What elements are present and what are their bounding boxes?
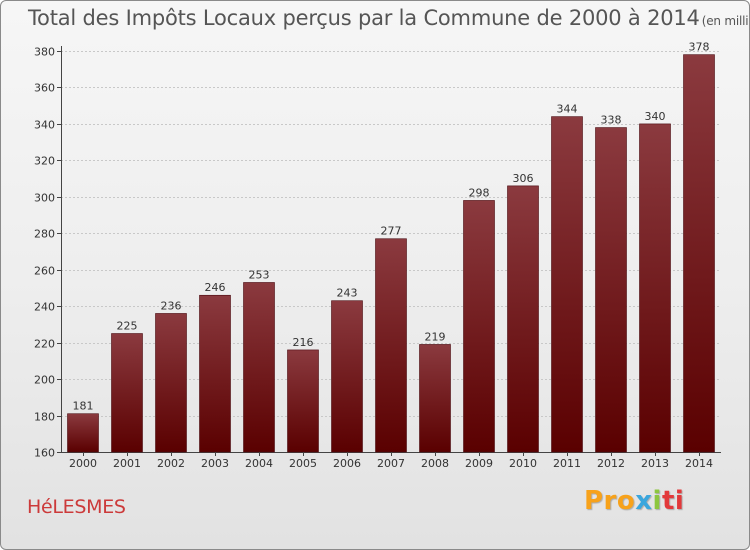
y-tick-label-360: 360: [34, 82, 55, 95]
logo-part-1: Pro: [584, 486, 636, 516]
y-tick-label-320: 320: [34, 155, 55, 168]
bar-2000: [67, 413, 99, 453]
bar-2008: [419, 344, 451, 453]
x-tick-label-2005: 2005: [289, 457, 317, 470]
data-label-2004: 253: [249, 268, 270, 281]
y-tick-label-160: 160: [34, 447, 55, 460]
y-tick-label-260: 260: [34, 265, 55, 278]
bar-2004: [243, 282, 275, 453]
bar-2002: [155, 313, 187, 453]
bar-2003: [199, 294, 231, 453]
x-tick-label-2003: 2003: [201, 457, 229, 470]
logo-part-3: i: [652, 486, 662, 516]
bar-2005: [287, 349, 319, 453]
bar-2001: [111, 333, 143, 453]
y-tick-label-240: 240: [34, 301, 55, 314]
y-tick-label-380: 380: [34, 46, 55, 59]
y-tick-label-300: 300: [34, 192, 55, 205]
chart-title-text: Total des Impôts Locaux perçus par la Co…: [28, 6, 700, 30]
data-label-2008: 219: [425, 330, 446, 343]
chart-title-unit: (en milliers d'€): [701, 14, 749, 28]
logo-part-2: x: [635, 486, 653, 516]
bar-2014: [683, 54, 715, 453]
data-label-2013: 340: [645, 110, 666, 123]
data-label-2010: 306: [513, 172, 534, 185]
bar-2006: [331, 300, 363, 453]
data-label-2002: 236: [161, 299, 182, 312]
data-label-2012: 338: [601, 114, 622, 127]
bar-2010: [507, 185, 539, 453]
bar-2009: [463, 200, 495, 453]
data-label-2007: 277: [381, 225, 402, 238]
data-label-2009: 298: [469, 186, 490, 199]
bar-2011: [551, 116, 583, 453]
bar-2013: [639, 123, 671, 453]
y-tick-label-220: 220: [34, 338, 55, 351]
chart-title: Total des Impôts Locaux perçus par la Co…: [28, 6, 749, 30]
data-label-2011: 344: [557, 103, 578, 116]
y-tick-label-180: 180: [34, 411, 55, 424]
y-tick-label-340: 340: [34, 119, 55, 132]
data-label-2006: 243: [337, 287, 358, 300]
x-tick-label-2006: 2006: [333, 457, 361, 470]
x-tick-label-2014: 2014: [685, 457, 713, 470]
data-label-2005: 216: [293, 336, 314, 349]
x-tick-label-2011: 2011: [553, 457, 581, 470]
x-tick-label-2012: 2012: [597, 457, 625, 470]
data-label-2003: 246: [205, 281, 226, 294]
y-tick-label-200: 200: [34, 374, 55, 387]
x-tick-label-2008: 2008: [421, 457, 449, 470]
y-tick-label-280: 280: [34, 228, 55, 241]
data-label-2000: 181: [73, 400, 94, 413]
proxiti-logo[interactable]: Proxiti: [584, 486, 684, 516]
x-tick-label-2004: 2004: [245, 457, 273, 470]
data-label-2014: 378: [689, 41, 710, 54]
bar-2012: [595, 127, 627, 453]
x-tick-label-2000: 2000: [69, 457, 97, 470]
bar-2007: [375, 238, 407, 453]
x-tick-label-2009: 2009: [465, 457, 493, 470]
logo-part-4: ti: [661, 486, 685, 516]
commune-name: HéLESMES: [27, 496, 126, 518]
x-tick-label-2002: 2002: [157, 457, 185, 470]
x-tick-label-2010: 2010: [509, 457, 537, 470]
x-tick-label-2013: 2013: [641, 457, 669, 470]
data-label-2001: 225: [117, 320, 138, 333]
x-tick-label-2007: 2007: [377, 457, 405, 470]
x-tick-label-2001: 2001: [113, 457, 141, 470]
